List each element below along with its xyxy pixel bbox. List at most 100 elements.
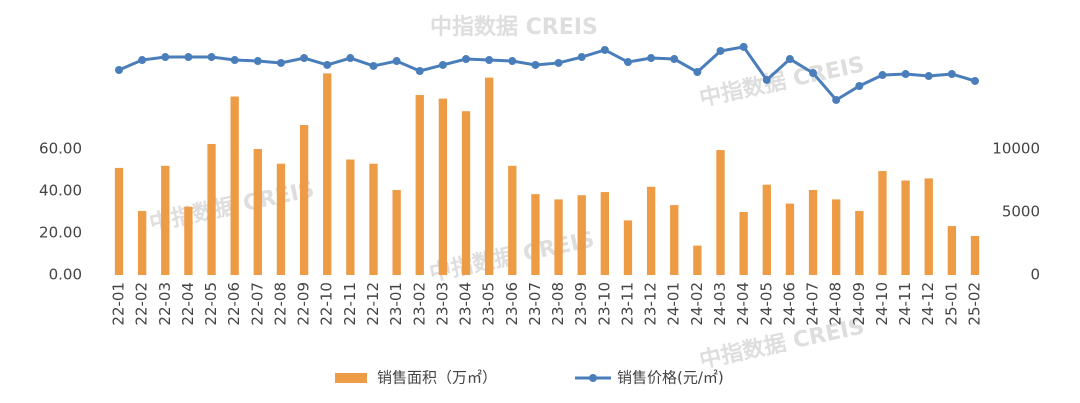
x-tick-label: 22-06 [225, 282, 243, 326]
x-tick-label: 22-10 [318, 282, 336, 326]
line-point [901, 70, 910, 79]
bar [299, 125, 309, 275]
line-point [253, 57, 262, 66]
line-point [623, 58, 632, 67]
line-point [785, 55, 794, 64]
bar [184, 206, 193, 275]
bar [438, 98, 448, 275]
bar [554, 199, 563, 275]
y2-tick-label: 0 [1030, 266, 1040, 284]
y-tick-label: 0.00 [49, 266, 82, 284]
x-tick-label: 24-02 [688, 282, 706, 326]
x-tick-label: 25-02 [966, 282, 984, 326]
bar [484, 77, 494, 275]
line-point [855, 81, 864, 90]
bar [670, 205, 679, 275]
line-point [485, 56, 494, 65]
line-point [300, 54, 309, 63]
x-tick-label: 24-08 [827, 282, 845, 326]
bar [855, 210, 864, 275]
bar [808, 189, 818, 275]
line-point [369, 61, 378, 70]
line-point [230, 56, 239, 65]
legend-label: 销售面积（万㎡） [377, 369, 497, 387]
x-tick-label: 23-01 [387, 282, 405, 326]
line-point [832, 95, 841, 104]
line-point [971, 76, 979, 85]
line-point [716, 46, 725, 55]
legend-label: 销售价格(元/㎡) [617, 369, 724, 387]
x-tick-label: 22-01 [110, 282, 128, 326]
bar [577, 195, 586, 275]
line-point [392, 57, 401, 66]
line-point [739, 42, 748, 51]
x-tick-label: 24-03 [711, 282, 729, 326]
bar [230, 96, 239, 275]
bar [901, 180, 910, 275]
line-point [115, 65, 123, 74]
bar [646, 186, 656, 275]
x-tick-label: 24-05 [757, 282, 775, 326]
legend-swatch [335, 373, 367, 383]
line-point [531, 60, 540, 69]
bar [600, 192, 610, 275]
line-point [508, 57, 517, 66]
bar [970, 235, 980, 275]
x-tick-label: 24-09 [850, 282, 868, 326]
y-tick-label: 40.00 [39, 182, 82, 200]
bar [508, 165, 517, 275]
x-tick-label: 22-11 [341, 282, 359, 326]
x-tick-label: 24-07 [804, 282, 822, 326]
bar [739, 212, 748, 275]
bar [415, 95, 424, 275]
x-tick-label: 23-09 [572, 282, 590, 326]
x-tick-label: 25-01 [942, 282, 960, 326]
x-tick-label: 22-03 [156, 282, 174, 326]
x-tick-label: 24-04 [734, 282, 752, 326]
x-tick-label: 22-04 [179, 282, 197, 326]
x-tick-label: 23-12 [642, 282, 660, 326]
bar [114, 167, 124, 275]
bar [762, 184, 771, 275]
line-point [693, 68, 702, 77]
line-point [762, 75, 771, 84]
line-point [924, 72, 933, 81]
bar [878, 171, 887, 275]
bar [253, 149, 262, 275]
x-tick-label: 22-02 [133, 282, 151, 326]
x-tick-label: 24-10 [873, 282, 891, 326]
line-point [947, 70, 956, 79]
y-tick-label: 60.00 [39, 140, 82, 158]
x-tick-label: 23-04 [457, 282, 475, 326]
line-point [138, 56, 147, 65]
bar [716, 150, 725, 275]
x-tick-label: 23-07 [526, 282, 544, 326]
x-tick-label: 23-06 [503, 282, 521, 326]
line-point [670, 55, 679, 64]
line-point [323, 60, 332, 69]
bar [346, 159, 355, 275]
line-point [878, 71, 887, 80]
line-point [161, 53, 170, 62]
x-tick-label: 22-12 [364, 282, 382, 326]
x-tick-label: 23-11 [618, 282, 636, 326]
line-point [276, 58, 285, 67]
bar [392, 189, 401, 275]
bar [785, 203, 795, 275]
x-tick-label: 24-12 [919, 282, 937, 326]
x-tick-label: 23-03 [433, 282, 451, 326]
x-tick-label: 24-06 [780, 282, 798, 326]
y-tick-label: 20.00 [39, 224, 82, 242]
line-point [577, 53, 586, 62]
bar [161, 165, 170, 275]
x-tick-label: 22-09 [295, 282, 313, 326]
bar [693, 245, 702, 275]
line-point [438, 60, 447, 69]
x-tick-label: 23-10 [595, 282, 613, 326]
line-point [462, 55, 471, 64]
x-tick-label: 23-08 [549, 282, 567, 326]
watermark: 中指数据 CREIS [697, 51, 867, 111]
line-point [600, 45, 609, 54]
y2-tick-label: 5000 [1002, 202, 1040, 220]
